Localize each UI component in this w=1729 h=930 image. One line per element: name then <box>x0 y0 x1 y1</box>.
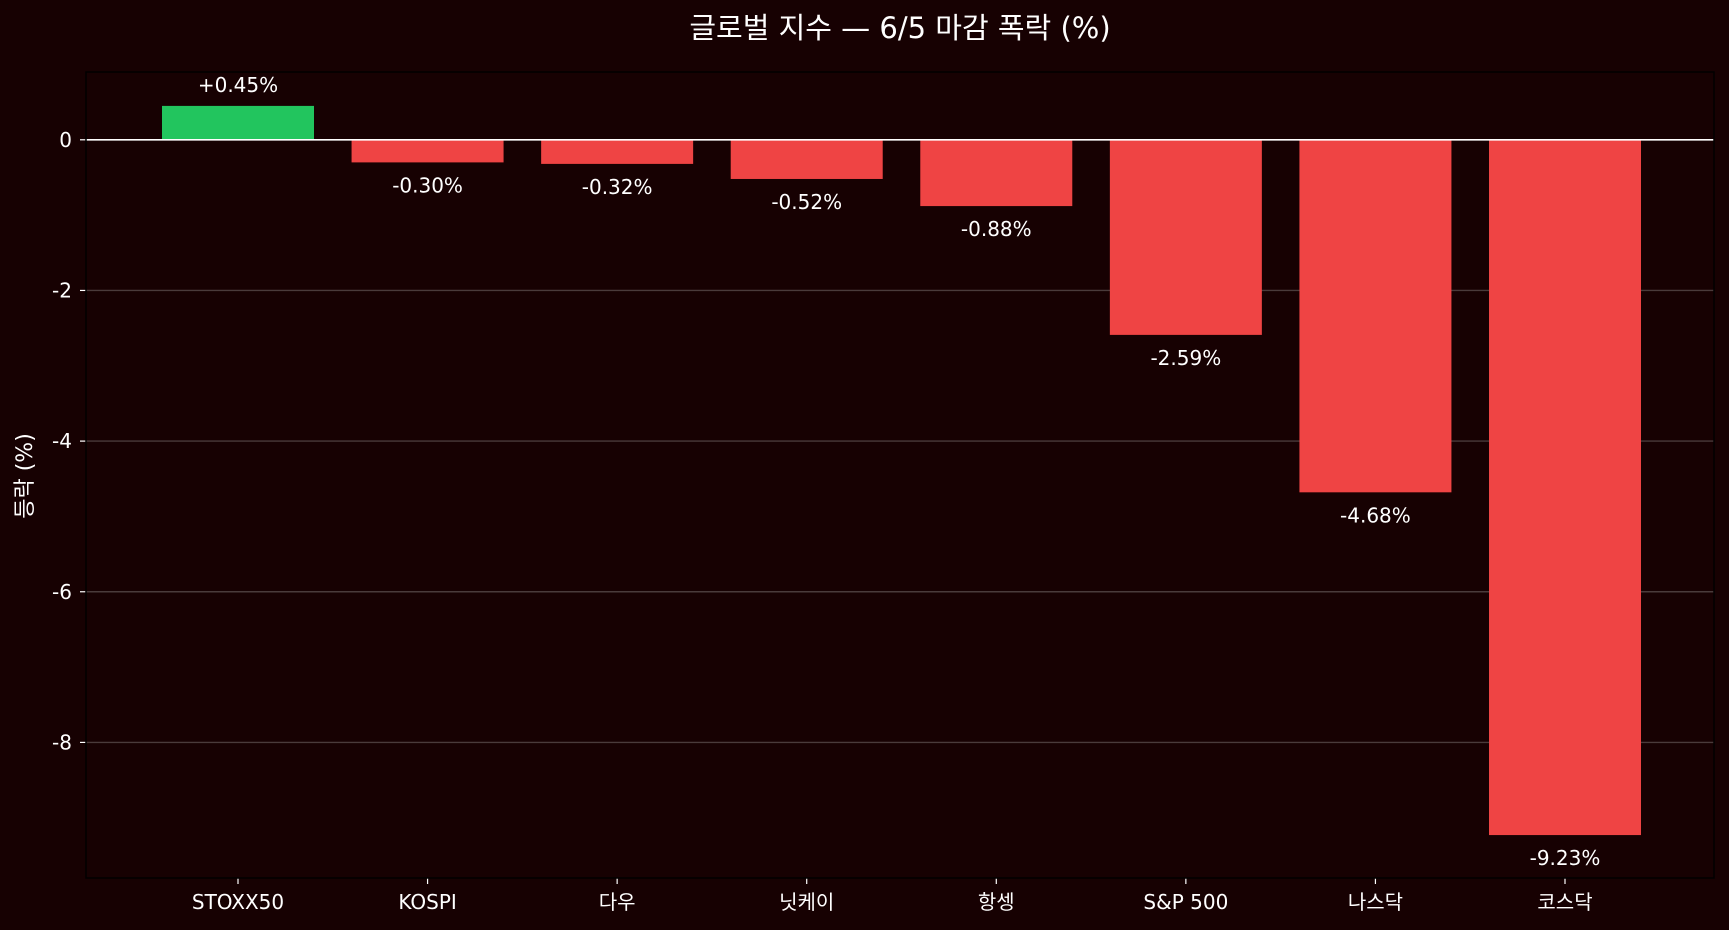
data-label-0: +0.45% <box>198 73 278 97</box>
x-tick-label-2: 다우 <box>599 890 636 914</box>
bar-1 <box>351 139 504 163</box>
axis-layer: 0 -2 -4 -6 -8 STOXX50 KOSPI 다우 닛케이 항셍 S&P 500 나스닥 코스… <box>52 128 1714 914</box>
bar-3 <box>730 139 883 179</box>
y-axis-label: 등락 (%) <box>13 433 38 519</box>
x-tick-label-1: KOSPI <box>398 890 456 914</box>
bar-7 <box>1489 139 1641 836</box>
data-label-7: -9.23% <box>1530 846 1601 870</box>
x-tick-label-7: 코스닥 <box>1537 890 1592 914</box>
bar-2 <box>541 139 694 164</box>
data-label-3: -0.52% <box>771 190 842 214</box>
bar-6 <box>1299 139 1452 493</box>
bar-0 <box>162 105 314 140</box>
bar-layer <box>162 105 1641 836</box>
y-tick-label: -8 <box>52 730 72 754</box>
data-label-6: -4.68% <box>1340 503 1411 527</box>
y-tick-label: 0 <box>59 128 72 152</box>
bar-5 <box>1109 139 1262 335</box>
data-label-layer: +0.45% -0.30% -0.32% -0.52% -0.88% -2.59% -4.6… <box>198 73 1601 870</box>
bar-4 <box>920 139 1073 207</box>
grid-layer <box>86 289 1714 744</box>
data-label-2: -0.32% <box>582 175 653 199</box>
y-tick-label: -2 <box>52 278 72 302</box>
x-tick-label-0: STOXX50 <box>192 890 284 914</box>
data-label-5: -2.59% <box>1150 346 1221 370</box>
plot-frame <box>85 71 1715 879</box>
x-tick-label-6: 나스닥 <box>1348 890 1403 914</box>
x-tick-label-3: 닛케이 <box>779 890 834 914</box>
data-label-1: -0.30% <box>392 173 463 197</box>
data-label-4: -0.88% <box>961 217 1032 241</box>
y-tick-label: -4 <box>52 429 72 453</box>
y-tick-label: -6 <box>52 580 72 604</box>
x-tick-label-4: 항셍 <box>978 890 1015 914</box>
x-tick-label-5: S&P 500 <box>1143 890 1228 914</box>
chart-title: 글로벌 지수 — 6/5 마감 폭락 (%) <box>689 11 1110 45</box>
